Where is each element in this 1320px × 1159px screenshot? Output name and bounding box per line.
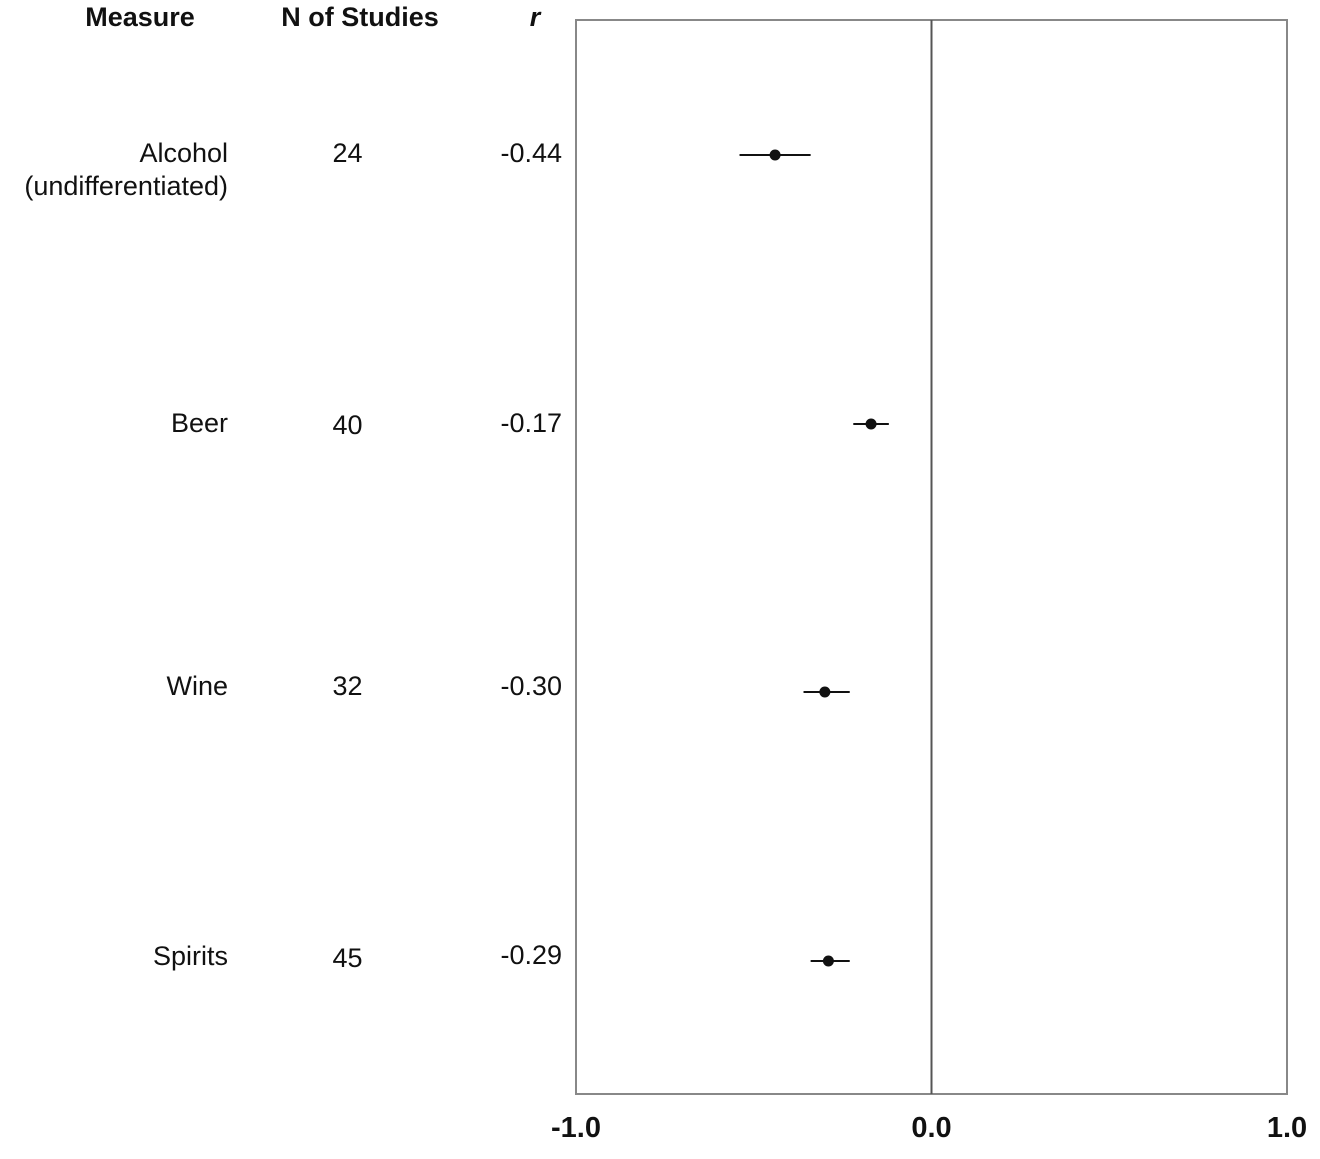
effect-size-point <box>769 149 781 161</box>
r-value-label: -0.29 <box>500 940 562 970</box>
x-axis-ticks: -1.0 0.0 1.0 <box>551 1112 1307 1144</box>
r-column-header: r <box>529 2 541 32</box>
measure-label-beer: Beer <box>0 407 228 440</box>
measure-label-line: (undifferentiated) <box>24 171 228 201</box>
effect-size-point <box>822 955 834 967</box>
measure-label-wine: Wine <box>0 670 228 703</box>
r-value-label: -0.30 <box>500 671 562 701</box>
effect-size-point <box>819 686 831 698</box>
x-tick-label: 0.0 <box>911 1112 951 1144</box>
effect-size-point <box>865 418 877 430</box>
measure-label-line: Wine <box>166 671 228 701</box>
x-tick-label: -1.0 <box>551 1112 601 1144</box>
measure-label-spirits: Spirits <box>0 940 228 973</box>
measure-label-line: Alcohol <box>139 138 228 168</box>
x-tick-label: 1.0 <box>1267 1112 1307 1144</box>
measure-label-line: Spirits <box>152 941 228 971</box>
measure-column-header: Measure <box>85 2 195 32</box>
n-studies-column-header: N of Studies <box>281 2 439 32</box>
n-studies-value: 24 <box>332 138 363 168</box>
n-studies-value: 40 <box>332 410 363 440</box>
r-value-label: -0.44 <box>500 138 562 168</box>
n-studies-value: 45 <box>332 943 363 973</box>
measure-label-alcohol: Alcohol (undifferentiated) <box>0 137 228 203</box>
plot-marks <box>739 20 933 1094</box>
r-value-label: -0.17 <box>500 408 562 438</box>
n-studies-value: 32 <box>332 671 363 701</box>
measure-label-line: Beer <box>170 408 228 438</box>
